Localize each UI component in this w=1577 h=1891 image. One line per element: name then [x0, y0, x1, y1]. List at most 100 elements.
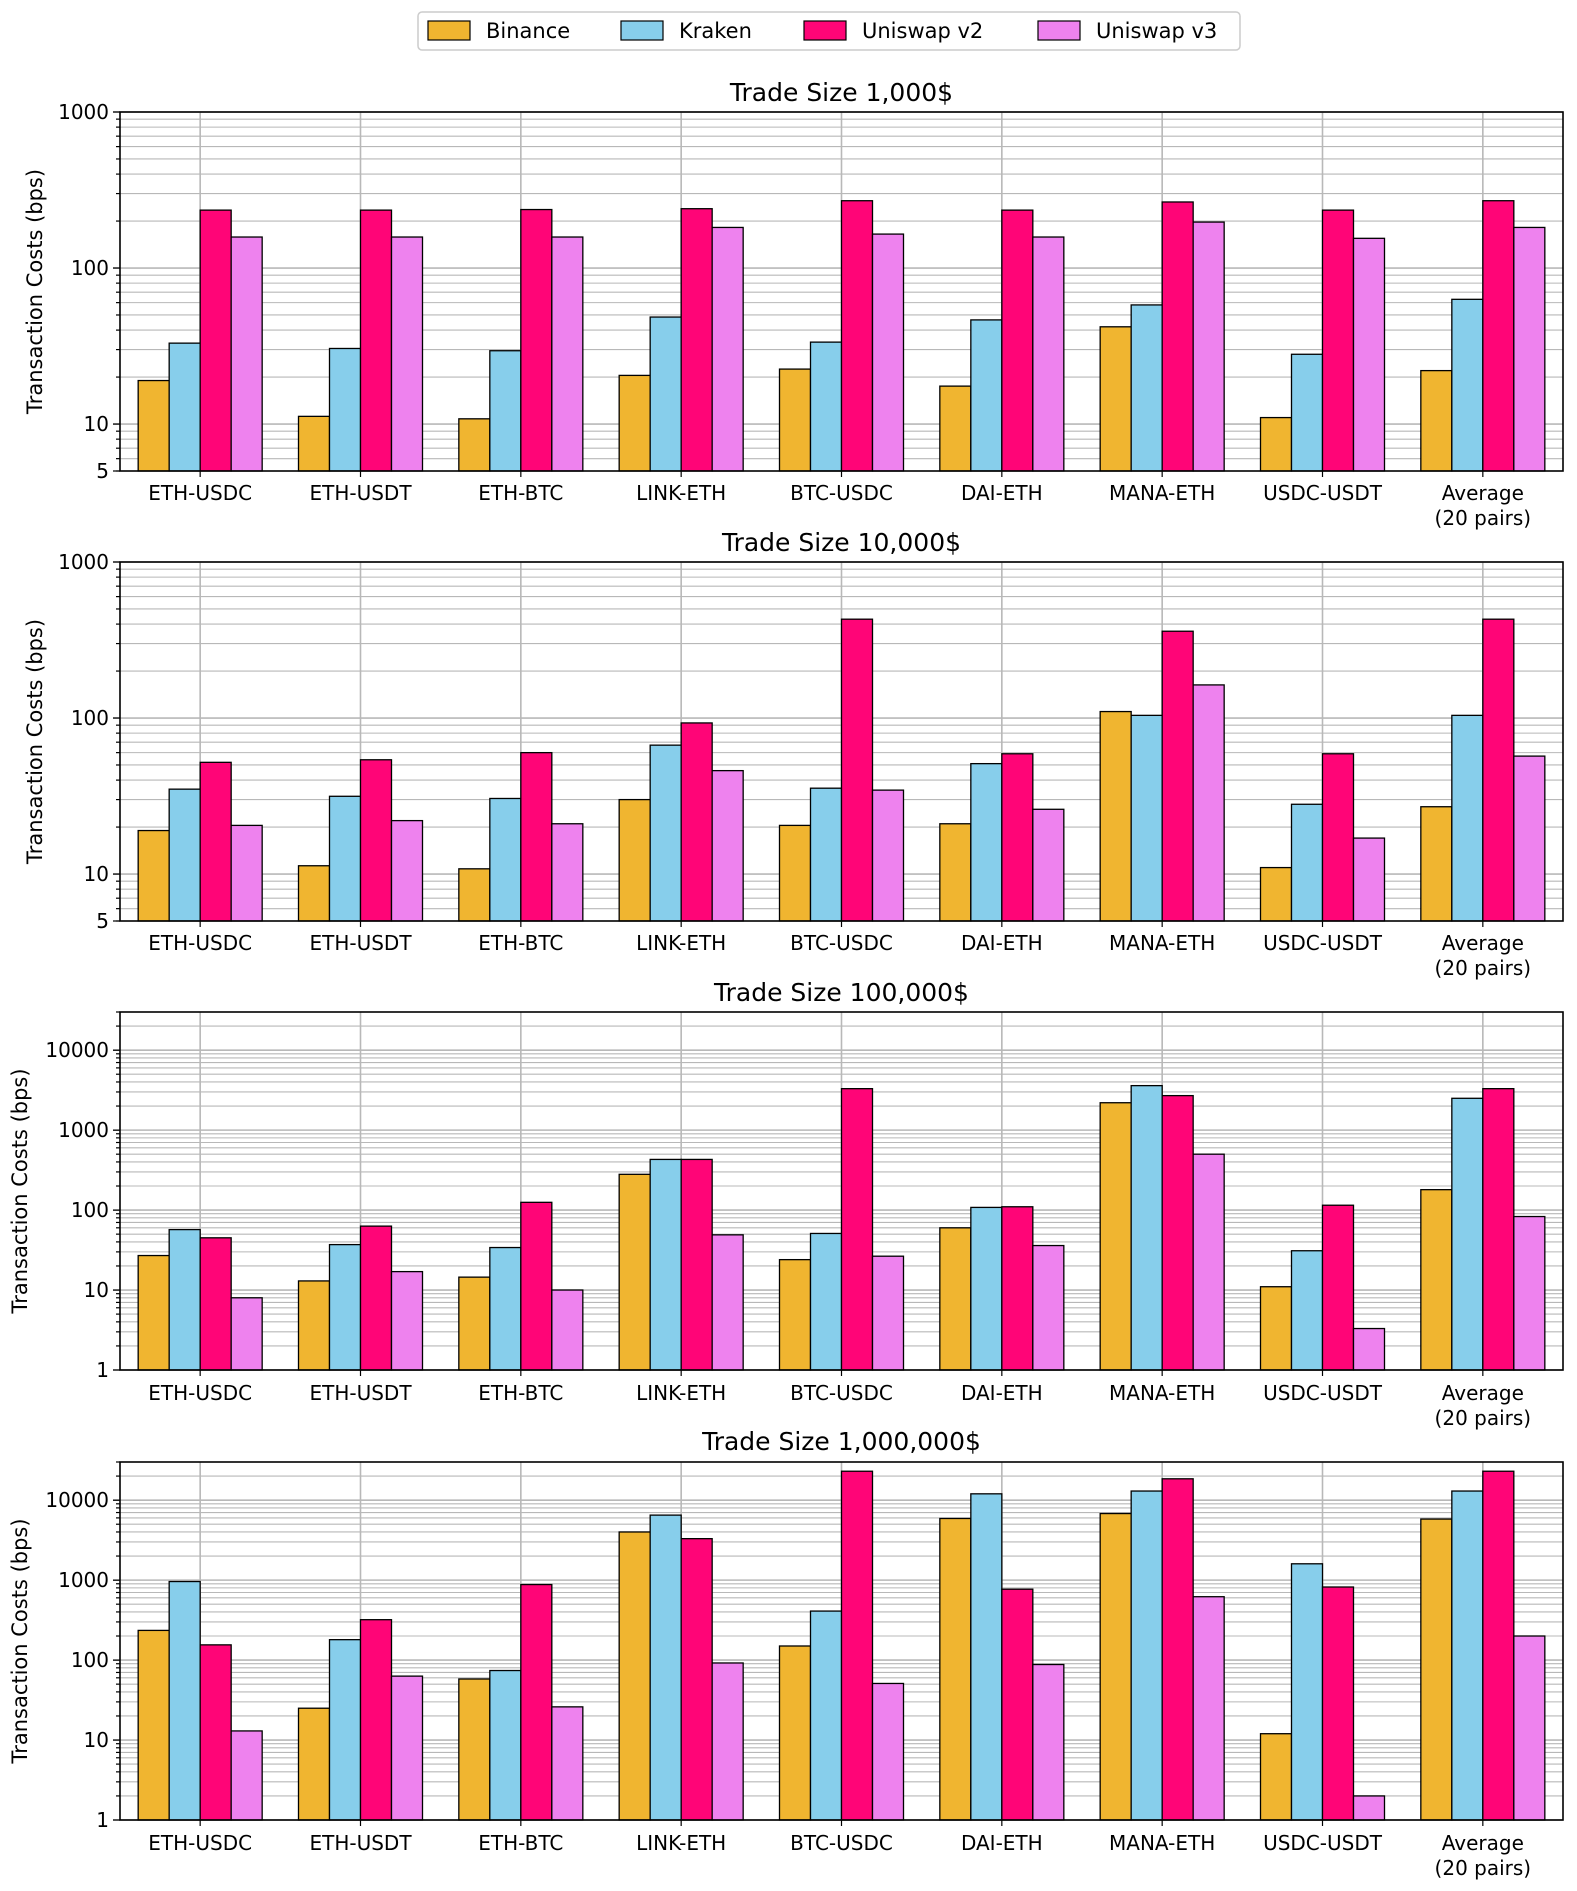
x-tick-label: ETH-USDT	[309, 481, 412, 505]
x-axis: ETH-USDC ETH-USDT ETH-BTC LINK-ETH BTC-USDC D…	[148, 471, 1531, 530]
bar-binance-2	[297, 415, 331, 472]
bar-uniswap-v2-5	[840, 200, 874, 472]
x-tick-label: LINK-ETH	[636, 1831, 726, 1855]
bar-binance-9	[1420, 369, 1453, 472]
bar-uniswap-v2-9	[1482, 1470, 1515, 1821]
x-tick-label: USDC-USDT	[1263, 1831, 1383, 1855]
legend-swatch	[620, 20, 664, 41]
bar-uniswap-v3-3	[551, 236, 584, 472]
bar-uniswap-v2-9	[1482, 1088, 1515, 1371]
bar-binance-1	[137, 1254, 170, 1371]
bar-binance-8	[1259, 866, 1293, 922]
bar-uniswap-v3-7	[1192, 684, 1225, 922]
y-axis-label: Transaction Costs (bps)	[23, 619, 47, 865]
y-tick-label: 1	[96, 1358, 109, 1382]
bar-uniswap-v2-6	[1001, 753, 1034, 922]
bar-kraken-6	[970, 762, 1003, 922]
x-tick-label: ETH-USDC	[148, 1381, 252, 1405]
bar-binance-4	[618, 1173, 651, 1371]
x-tick-label: ETH-USDT	[309, 931, 412, 955]
y-tick-label: 1000	[58, 1118, 109, 1142]
bar-uniswap-v2-9	[1482, 618, 1515, 922]
bar-uniswap-v2-1	[199, 209, 232, 472]
bar-kraken-1	[168, 1228, 201, 1371]
bar-uniswap-v3-9	[1513, 226, 1546, 472]
bars	[137, 1084, 1546, 1371]
y-tick-label: 10	[84, 1728, 109, 1752]
legend-label: Binance	[486, 19, 570, 43]
bar-kraken-6	[970, 1206, 1003, 1371]
bar-uniswap-v2-4	[680, 722, 713, 922]
bar-kraken-5	[809, 341, 843, 472]
bar-binance-6	[939, 823, 972, 922]
bar-uniswap-v2-4	[680, 1158, 713, 1371]
bar-uniswap-v2-3	[520, 1583, 553, 1821]
bar-uniswap-v3-2	[390, 1270, 424, 1371]
x-tick-label: ETH-BTC	[478, 1831, 563, 1855]
bar-binance-8	[1259, 1733, 1293, 1821]
x-tick-label: BTC-USDC	[790, 1381, 893, 1405]
bar-binance-2	[297, 1280, 331, 1371]
bar-uniswap-v2-4	[680, 1538, 713, 1821]
bar-uniswap-v3-4	[711, 1234, 744, 1371]
bar-binance-8	[1259, 1286, 1293, 1371]
x-tick-label: DAI-ETH	[961, 931, 1043, 955]
y-axis: 5 10 100 1000 Transaction Costs (bps)	[23, 100, 120, 483]
bar-kraken-2	[328, 1243, 362, 1371]
bar-uniswap-v2-8	[1321, 209, 1355, 472]
bar-kraken-1	[168, 788, 201, 922]
bar-binance-3	[458, 418, 491, 472]
bar-kraken-3	[489, 1669, 522, 1821]
bar-kraken-8	[1290, 803, 1324, 922]
bar-uniswap-v2-6	[1001, 1588, 1034, 1821]
bar-uniswap-v2-5	[840, 618, 874, 922]
bar-uniswap-v3-5	[871, 233, 905, 472]
bar-binance-6	[939, 1517, 972, 1821]
bar-kraken-3	[489, 350, 522, 472]
bar-kraken-3	[489, 797, 522, 922]
x-tick-label: USDC-USDT	[1263, 931, 1383, 955]
x-tick-label: Average (20 pairs)	[1435, 1831, 1532, 1880]
chart-title: Trade Size 100,000$	[713, 978, 969, 1007]
x-tick-label: MANA-ETH	[1109, 481, 1215, 505]
bar-kraken-6	[970, 1493, 1003, 1821]
legend-item-uniswap-v2: Uniswap v2	[803, 19, 983, 43]
y-axis-label: Transaction Costs (bps)	[8, 1518, 32, 1764]
bar-uniswap-v3-4	[711, 1662, 744, 1821]
x-tick-label: LINK-ETH	[636, 481, 726, 505]
bar-kraken-2	[328, 795, 362, 922]
x-tick-label: ETH-BTC	[478, 1381, 563, 1405]
bar-uniswap-v3-5	[871, 1255, 905, 1371]
bar-uniswap-v3-7	[1192, 1596, 1225, 1821]
legend-swatch	[427, 20, 471, 41]
y-tick-label: 1	[96, 1808, 109, 1832]
legend-item-binance: Binance	[427, 19, 570, 43]
bars	[137, 1470, 1546, 1821]
bar-uniswap-v3-7	[1192, 1153, 1225, 1371]
x-tick-label: ETH-USDC	[148, 931, 252, 955]
bar-binance-1	[137, 829, 170, 922]
bar-binance-7	[1099, 326, 1132, 472]
bar-uniswap-v2-7	[1161, 630, 1194, 922]
chart-panel-1: 5 10 100 1000 Transaction Costs (bps) ETH-USD…	[23, 78, 1564, 530]
x-tick-label: ETH-USDT	[309, 1381, 412, 1405]
x-tick-label: Average (20 pairs)	[1435, 1381, 1532, 1430]
bar-kraken-4	[649, 744, 682, 922]
bar-uniswap-v3-8	[1352, 1795, 1386, 1821]
bar-uniswap-v3-2	[390, 236, 424, 472]
bar-uniswap-v2-2	[359, 1225, 393, 1371]
x-tick-label: MANA-ETH	[1109, 1381, 1215, 1405]
bar-uniswap-v2-3	[520, 208, 553, 472]
bar-uniswap-v2-6	[1001, 1206, 1034, 1371]
bar-uniswap-v2-2	[359, 759, 393, 922]
chart-panel-3: 1 10 100 1000 10000 Transaction Costs (bps) ET…	[8, 978, 1564, 1430]
bar-uniswap-v2-4	[680, 208, 713, 472]
y-axis: 5 10 100 1000 Transaction Costs (bps)	[23, 550, 120, 933]
bar-uniswap-v3-6	[1032, 236, 1065, 472]
bar-uniswap-v2-2	[359, 1619, 393, 1821]
bar-uniswap-v3-9	[1513, 1215, 1546, 1371]
bar-uniswap-v2-7	[1161, 1094, 1194, 1371]
y-tick-label: 100	[71, 706, 109, 730]
bar-kraken-2	[328, 347, 362, 472]
